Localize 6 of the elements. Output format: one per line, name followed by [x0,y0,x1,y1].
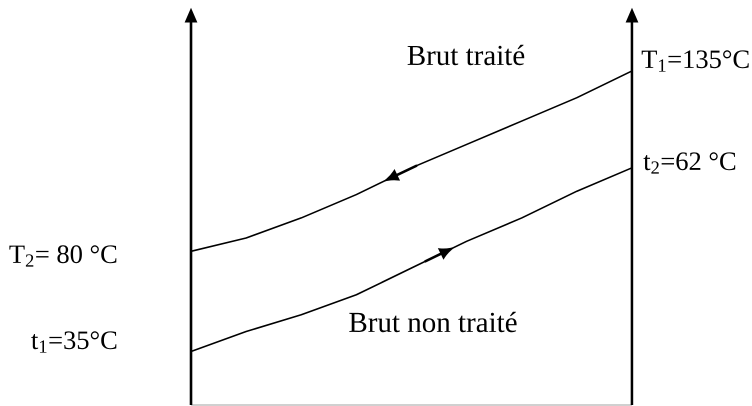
text: t$_{1}$=35°C [31,331,116,353]
text: T$_{1}$=135°C [642,50,749,72]
series-label: Brut traité [408,44,524,66]
text: T$_{2}$= 80 °C [9,245,116,267]
text: t$_{2}$=62 °C [643,152,736,174]
series-label: Brut non traité [349,312,517,332]
